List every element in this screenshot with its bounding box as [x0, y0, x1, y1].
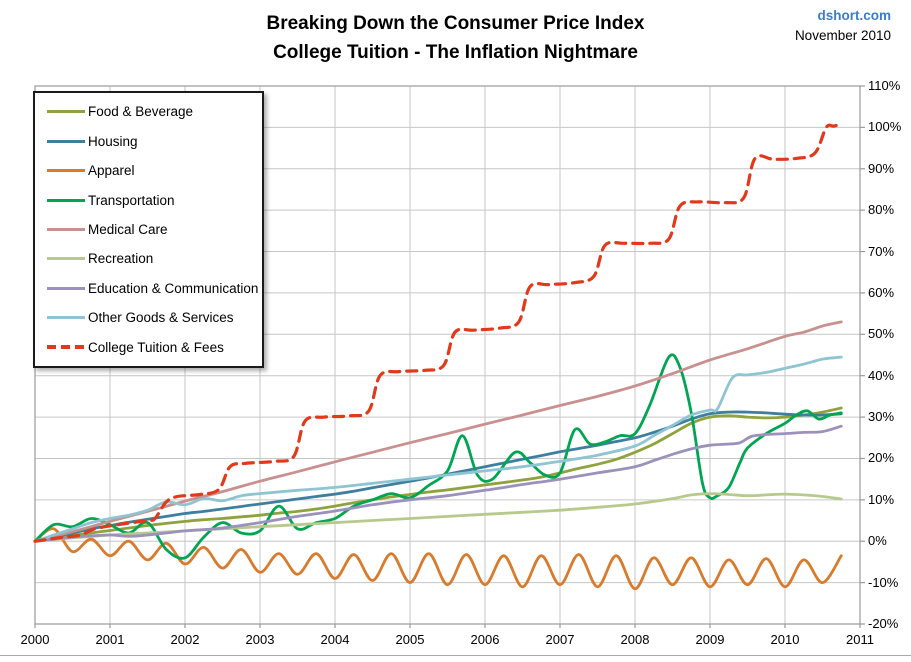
bottom-divider: [0, 655, 911, 656]
legend-label: Other Goods & Services: [88, 310, 234, 326]
legend-item-medical-care: Medical Care: [47, 222, 262, 237]
legend-label: Apparel: [88, 163, 135, 179]
legend-label: College Tuition & Fees: [88, 339, 224, 355]
chart-title: Breaking Down the Consumer Price Index C…: [0, 9, 911, 67]
y-axis-label: 40%: [868, 367, 895, 383]
legend-swatch: [47, 110, 85, 114]
legend-swatch: [47, 257, 85, 261]
x-axis-label: 2009: [695, 632, 725, 647]
legend: Food & Beverage Housing Apparel Transportat…: [33, 91, 264, 368]
legend-item-food-beverage: Food & Beverage: [47, 104, 262, 119]
chart-title-line2: College Tuition - The Inflation Nightmar…: [273, 42, 638, 63]
series-line-college-tuition-fees: [33, 122, 843, 543]
legend-label: Medical Care: [88, 221, 168, 237]
y-axis-label: 50%: [868, 326, 895, 342]
series-line-food-beverage: [33, 406, 843, 543]
series-line-apparel: [33, 527, 843, 591]
legend-label: Housing: [88, 133, 138, 149]
legend-item-other-goods-services: Other Goods & Services: [47, 310, 262, 325]
y-axis-label: 110%: [868, 78, 901, 93]
y-axis-label: 0%: [868, 533, 887, 549]
y-axis-label: 20%: [868, 450, 895, 466]
series-line-medical-care: [33, 320, 843, 543]
y-axis-label: 60%: [868, 284, 895, 300]
legend-item-apparel: Apparel: [47, 163, 262, 178]
legend-item-education-communication: Education & Communication: [47, 281, 262, 296]
x-axis-label: 2010: [770, 632, 800, 647]
series-line-education-communication: [33, 424, 843, 543]
x-axis-label: 2007: [545, 632, 575, 647]
legend-label: Education & Communication: [88, 280, 259, 296]
x-axis-label: 2004: [320, 632, 350, 647]
y-axis-label: 30%: [868, 409, 895, 425]
legend-label: Transportation: [88, 192, 175, 208]
x-axis-label: 2006: [470, 632, 500, 647]
brand-link[interactable]: dshort.com: [817, 8, 891, 23]
legend-item-college-tuition-fees: College Tuition & Fees: [47, 340, 262, 355]
legend-swatch: [47, 316, 85, 320]
legend-swatch: [47, 227, 85, 231]
y-axis-label: 70%: [868, 243, 895, 259]
x-axis-label: 2000: [20, 632, 50, 647]
legend-item-recreation: Recreation: [47, 251, 262, 266]
y-axis-label: 10%: [868, 491, 895, 507]
y-axis-label: 80%: [868, 202, 895, 218]
legend-swatch: [47, 345, 85, 350]
legend-item-transportation: Transportation: [47, 193, 262, 208]
x-axis-label: 2005: [395, 632, 425, 647]
date-label: November 2010: [794, 28, 891, 43]
x-axis-label: 2008: [620, 632, 650, 647]
chart-title-line1: Breaking Down the Consumer Price Index: [266, 13, 645, 34]
y-axis-label: -20%: [868, 616, 899, 631]
legend-swatch: [47, 286, 85, 290]
x-axis-label: 2002: [170, 632, 200, 647]
x-axis-label: 2003: [245, 632, 275, 647]
y-axis-label: 100%: [868, 119, 902, 135]
legend-swatch: [47, 198, 85, 202]
legend-swatch: [47, 169, 85, 173]
x-axis-label: 2001: [95, 632, 125, 647]
legend-label: Food & Beverage: [88, 104, 194, 120]
y-axis-label: 90%: [868, 160, 895, 176]
series-line-transportation: [33, 353, 843, 560]
legend-swatch: [47, 139, 85, 143]
series-line-other-goods-services: [33, 355, 843, 543]
legend-label: Recreation: [88, 251, 154, 267]
y-axis-label: -10%: [868, 574, 899, 590]
legend-item-housing: Housing: [47, 134, 262, 149]
x-axis-label: 2011: [846, 632, 874, 647]
